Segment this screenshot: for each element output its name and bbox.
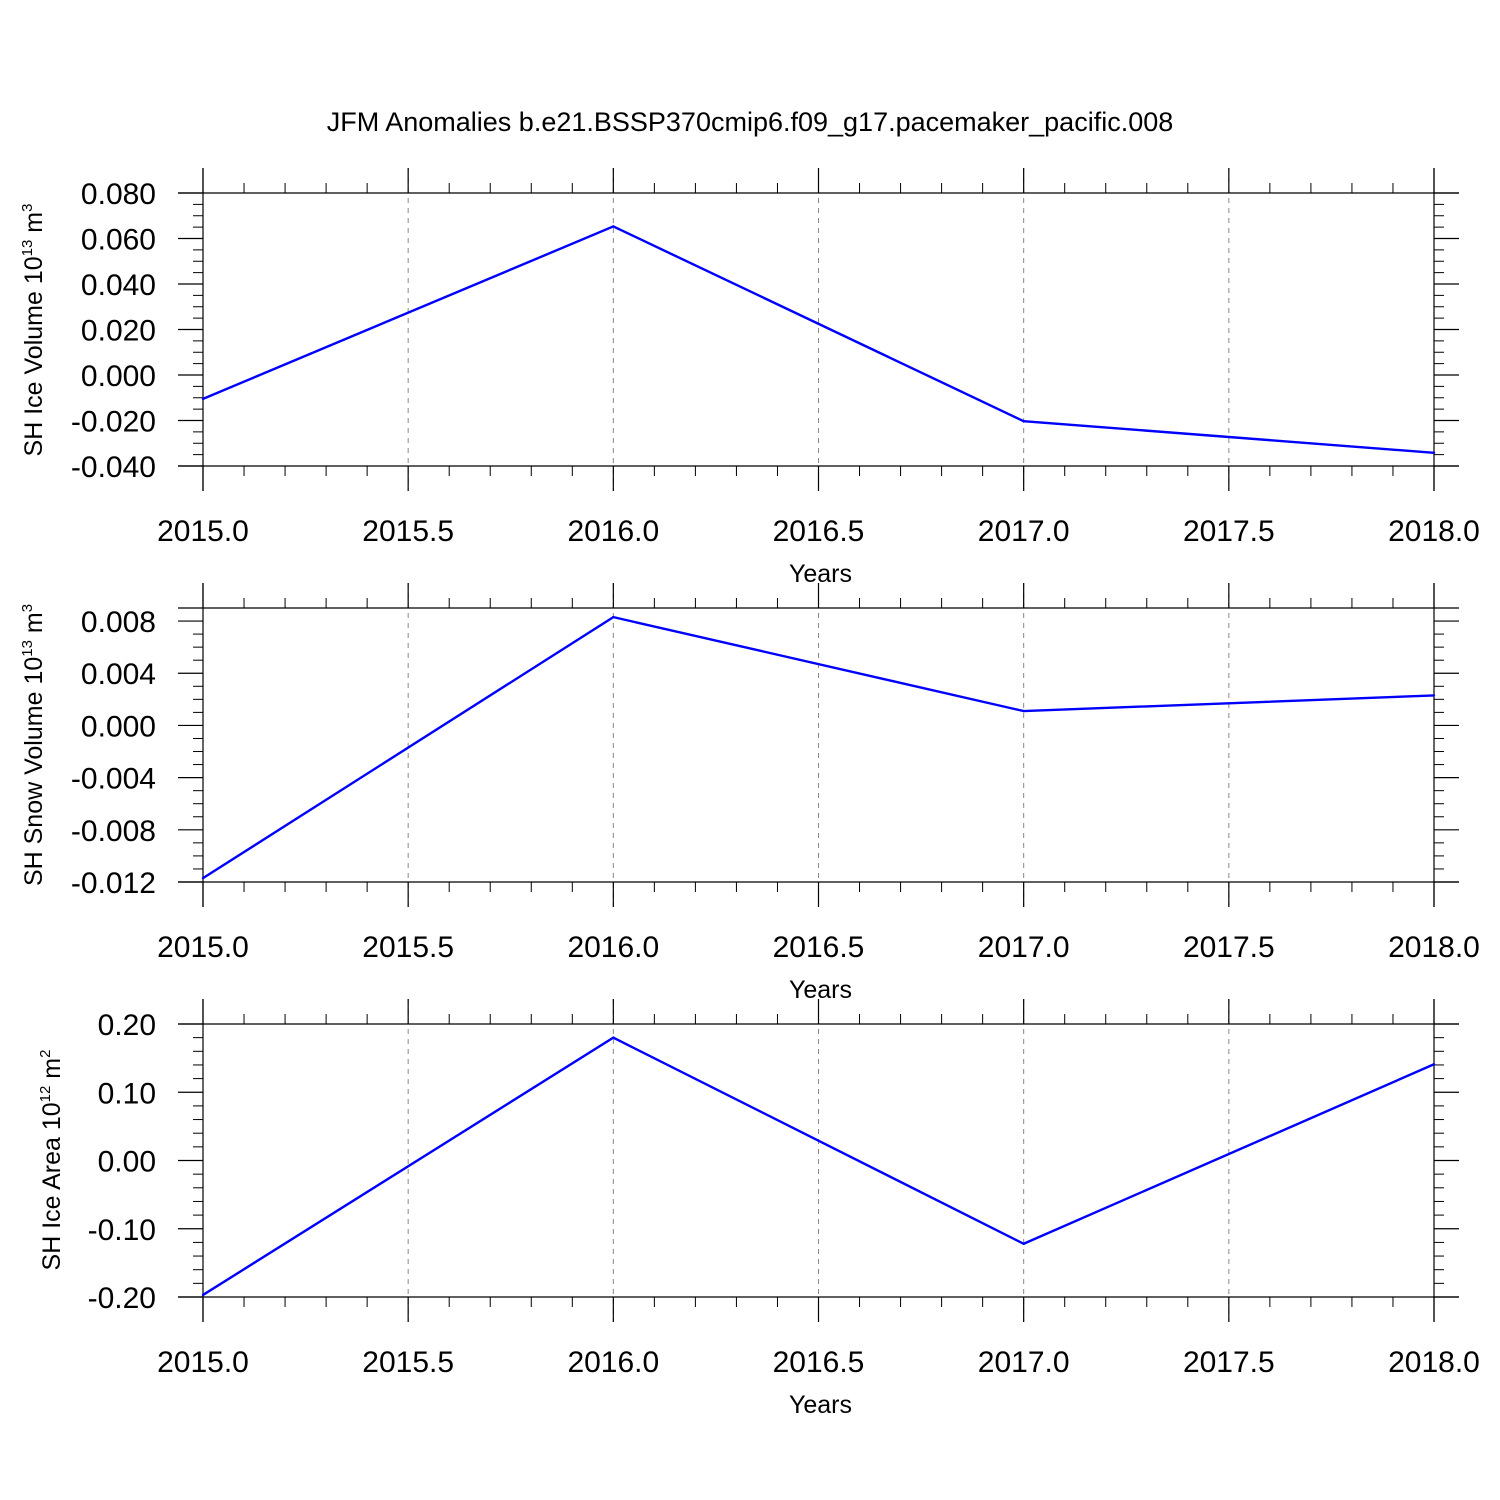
- y-axis-title-text: m: [20, 212, 48, 240]
- y-tick-label: 0.004: [81, 658, 156, 691]
- x-tick-label: 2016.5: [773, 515, 865, 548]
- figure-title: JFM Anomalies b.e21.BSSP370cmip6.f09_g17…: [327, 107, 1174, 137]
- data-point: [612, 615, 615, 619]
- x-tick-label: 2015.5: [362, 515, 454, 548]
- x-tick-label: 2017.0: [978, 1346, 1070, 1379]
- y-axis-title-superscript: 12: [37, 1086, 54, 1103]
- y-tick-label: 0.008: [81, 606, 156, 639]
- x-axis-title: Years: [789, 1391, 852, 1419]
- data-point: [201, 876, 205, 880]
- data-point: [201, 1293, 205, 1297]
- y-tick-label: 0.000: [81, 710, 156, 743]
- y-tick-label: -0.040: [71, 451, 156, 484]
- x-tick-label: 2016.5: [773, 931, 865, 964]
- data-point: [1022, 419, 1025, 423]
- x-tick-label: 2016.0: [567, 1346, 659, 1379]
- y-axis-title-superscript: 13: [19, 240, 36, 257]
- chart-panel-3: -0.20 -0.10 0.00 0.10 0.20 2015.0 2015.5 2016.0…: [37, 999, 1480, 1419]
- y-axis-title-superscript: 3: [19, 204, 36, 212]
- chart-panel-1: -0.040 -0.020 0.000 0.020 0.040 0.060 0.080 201…: [19, 168, 1480, 588]
- x-tick-label: 2015.5: [362, 931, 454, 964]
- series-line: [202, 225, 1435, 455]
- y-tick-label: -0.008: [71, 815, 156, 848]
- data-point: [1432, 1063, 1436, 1066]
- x-tick-label: 2015.0: [157, 931, 249, 964]
- y-axis-title-text: SH Ice Volume 10: [20, 256, 48, 456]
- y-axis-title-superscript: 3: [19, 604, 36, 612]
- x-tick-label: 2017.5: [1183, 1346, 1275, 1379]
- x-tick-label: 2018.0: [1388, 931, 1480, 964]
- x-tick-label: 2015.0: [157, 1346, 249, 1379]
- series-line: [202, 1036, 1435, 1296]
- x-tick-label: 2017.5: [1183, 931, 1275, 964]
- panels: -0.040 -0.020 0.000 0.020 0.040 0.060 0.080 201…: [19, 168, 1480, 1419]
- data-point: [612, 1036, 615, 1039]
- y-tick-label: -0.020: [71, 406, 156, 439]
- data-point: [201, 397, 205, 401]
- y-tick-label: -0.012: [71, 867, 156, 900]
- y-axis-title-superscript: 2: [37, 1050, 54, 1058]
- y-axis-title-text: m: [38, 1058, 66, 1086]
- y-axis-title: SH Snow Volume 1013 m3: [19, 604, 48, 886]
- data-point: [1022, 709, 1025, 713]
- y-tick-label: -0.004: [71, 763, 156, 796]
- y-tick-label: 0.040: [81, 269, 156, 302]
- x-tick-label: 2015.5: [362, 1346, 454, 1379]
- y-tick-label: 0.020: [81, 315, 156, 348]
- y-tick-label: 0.000: [81, 360, 156, 393]
- data-point: [1022, 1242, 1025, 1245]
- y-axis-title: SH Ice Volume 1013 m3: [19, 204, 48, 457]
- x-tick-label: 2017.0: [978, 515, 1070, 548]
- x-tick-label: 2016.5: [773, 1346, 865, 1379]
- y-axis-title-superscript: 13: [19, 640, 36, 657]
- x-tick-label: 2018.0: [1388, 515, 1480, 548]
- data-point: [1432, 694, 1436, 697]
- x-tick-label: 2018.0: [1388, 1346, 1480, 1379]
- series-line: [202, 615, 1435, 880]
- x-axis-title: Years: [789, 560, 852, 588]
- x-tick-label: 2015.0: [157, 515, 249, 548]
- y-tick-label: 0.10: [98, 1077, 156, 1110]
- y-tick-label: 0.060: [81, 224, 156, 257]
- y-tick-label: 0.00: [98, 1146, 156, 1179]
- data-point: [612, 225, 615, 228]
- y-axis-title-text: SH Snow Volume 10: [20, 657, 48, 886]
- chart-panel-2: -0.012 -0.008 -0.004 0.000 0.004 0.008 2015.0 2…: [19, 583, 1480, 1004]
- y-axis-title-text: SH Ice Area 10: [38, 1102, 66, 1270]
- x-tick-label: 2016.0: [567, 931, 659, 964]
- x-tick-label: 2017.5: [1183, 515, 1275, 548]
- y-tick-label: -0.20: [88, 1282, 156, 1315]
- y-axis-title: SH Ice Area 1012 m2: [37, 1050, 66, 1271]
- x-tick-label: 2016.0: [567, 515, 659, 548]
- y-axis-title-text: m: [20, 612, 48, 640]
- y-tick-label: 0.080: [81, 178, 156, 211]
- data-point: [1432, 451, 1436, 455]
- y-tick-label: -0.10: [88, 1214, 156, 1247]
- y-tick-label: 0.20: [98, 1009, 156, 1042]
- x-axis-title: Years: [789, 976, 852, 1004]
- x-tick-label: 2017.0: [978, 931, 1070, 964]
